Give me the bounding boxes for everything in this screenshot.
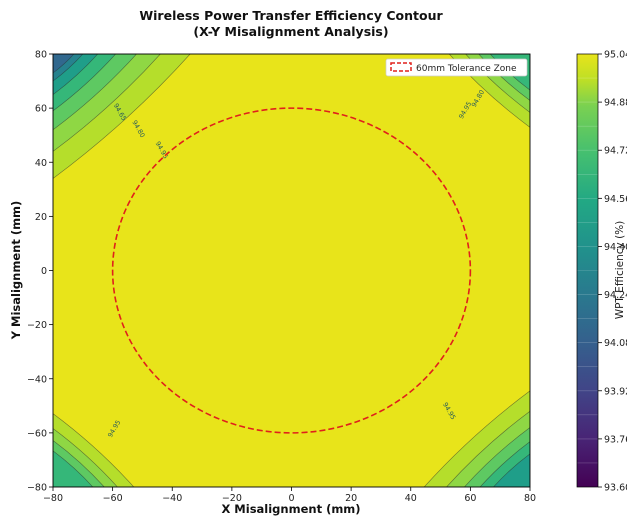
x-tick-label: 40	[405, 493, 417, 504]
x-tick-label: −20	[222, 493, 242, 504]
colorbar-tick-label: 94.24	[604, 290, 627, 301]
x-tick-label: −60	[103, 493, 123, 504]
y-tick-label: −80	[27, 483, 47, 494]
y-axis-ticks: −80 −60 −40 −20 0 20 40 60 80	[27, 50, 53, 494]
colorbar-tick-label: 94.56	[604, 194, 627, 205]
colorbar-tick-label: 95.04	[604, 50, 627, 61]
colorbar-tick-label: 94.88	[604, 98, 627, 109]
x-tick-label: −40	[162, 493, 182, 504]
x-axis-label: X Misalignment (mm)	[221, 502, 360, 516]
legend-box	[385, 58, 528, 77]
colorbar-gradient	[577, 54, 598, 487]
x-tick-label: 60	[464, 493, 476, 504]
y-tick-label: 60	[35, 104, 47, 115]
colorbar-tick-label: 94.08	[604, 338, 627, 349]
colorbar-bands	[577, 77, 598, 464]
colorbar-tick-label: 94.40	[604, 242, 627, 253]
x-tick-label: 0	[288, 493, 294, 504]
y-tick-label: −40	[27, 374, 47, 385]
legend-label: 60mm Tolerance Zone	[416, 64, 517, 74]
tolerance-zone-circle	[111, 107, 472, 434]
legend-swatch	[390, 62, 412, 72]
chart-subtitle: (X-Y Misalignment Analysis)	[193, 24, 388, 39]
plot-background	[53, 54, 530, 487]
colorbar-tick-label: 93.60	[604, 483, 627, 494]
colorbar-frame	[576, 53, 599, 488]
y-tick-label: 20	[35, 212, 47, 223]
x-tick-label: 80	[524, 493, 536, 504]
y-tick-label: 0	[41, 266, 47, 277]
x-tick-label: 20	[345, 493, 357, 504]
colorbar-label: WPT Efficiency (%)	[614, 221, 626, 320]
chart-title: Wireless Power Transfer Efficiency Conto…	[139, 8, 443, 23]
y-tick-label: 40	[35, 158, 47, 169]
colorbar-tick-label: 93.76	[604, 434, 627, 445]
y-axis-label: Y Misalignment (mm)	[9, 201, 23, 341]
colorbar-tick-label: 94.72	[604, 146, 627, 157]
x-tick-label: −80	[43, 493, 63, 504]
y-tick-label: 80	[35, 50, 47, 61]
legend: 60mm Tolerance Zone	[385, 58, 528, 77]
colorbar-ticks: 93.60 93.76 93.92 94.08 94.24 94.40 94.56 94.72…	[598, 50, 627, 494]
colorbar: 93.60 93.76 93.92 94.08 94.24 94.40 94.56 94.72…	[576, 50, 627, 494]
y-tick-label: −20	[27, 320, 47, 331]
x-axis-ticks: −80 −60 −40 −20 0 20 40 60 80	[43, 487, 536, 504]
colorbar-tick-label: 93.92	[604, 386, 627, 397]
y-tick-label: −60	[27, 428, 47, 439]
